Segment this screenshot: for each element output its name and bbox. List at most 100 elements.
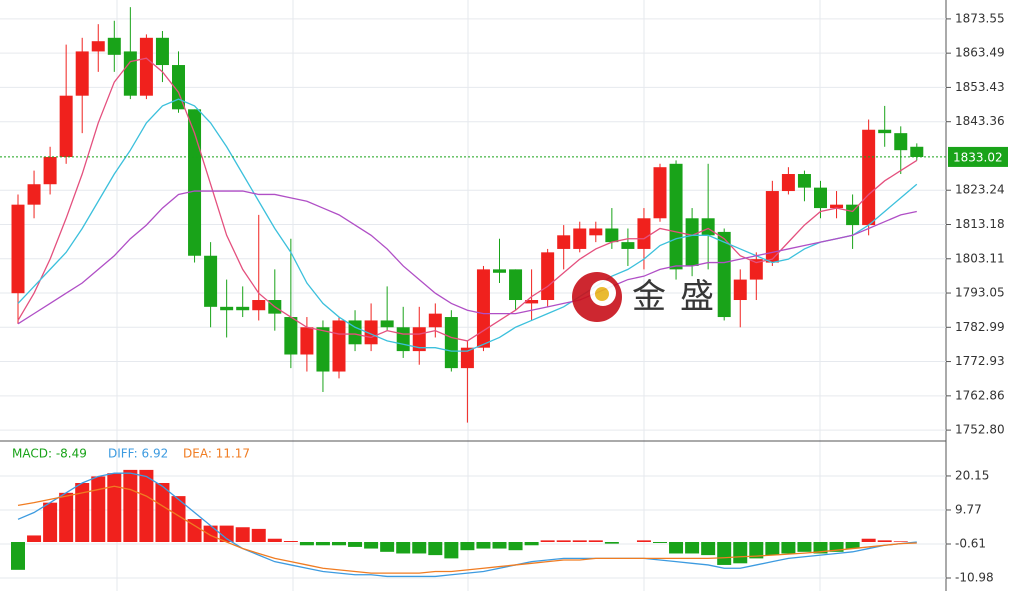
macd-bar (636, 540, 651, 542)
macd-bar (380, 542, 395, 552)
candle-body (701, 218, 715, 236)
macd-bar (749, 542, 764, 559)
macd-bar (893, 541, 908, 542)
macd-bar (267, 538, 282, 542)
macd-bar (203, 525, 218, 542)
macd-bar (588, 540, 603, 542)
macd-bar (187, 519, 202, 542)
y-tick-label: 1853.43 (955, 80, 1005, 94)
last-price-label: 1833.02 (953, 150, 1003, 164)
macd-bar (348, 542, 363, 547)
candle-body (460, 347, 474, 369)
candle-body (589, 228, 603, 236)
macd-bar (653, 542, 667, 543)
y-tick-label: 9.77 (955, 502, 982, 516)
macd-bar (332, 542, 346, 546)
candle-body (878, 129, 892, 134)
macd-bar (396, 542, 411, 554)
candle-body (396, 327, 410, 352)
y-tick-label: 1762.86 (955, 388, 1005, 402)
moving-average-line (17, 57, 918, 342)
macd-bar (845, 542, 860, 549)
macd-bar (685, 542, 700, 554)
candle-body (910, 146, 924, 157)
macd-bar (11, 542, 25, 570)
watermark-logo (595, 287, 609, 301)
macd-bar (315, 542, 330, 546)
y-tick-label: 1752.80 (955, 423, 1005, 437)
candle-body (525, 300, 539, 304)
candle-body (59, 95, 73, 157)
macd-bar (219, 525, 234, 542)
candle-body (814, 187, 827, 209)
candle-body (123, 51, 137, 96)
macd-bar (155, 483, 170, 542)
candle-body (733, 279, 747, 301)
macd-bar (75, 483, 90, 542)
candle-body (348, 320, 362, 345)
y-tick-label: 1843.36 (955, 114, 1005, 128)
macd-bar (364, 542, 379, 549)
candle-body (188, 109, 202, 256)
y-tick-label: 1863.49 (955, 46, 1005, 60)
macd-bar (412, 542, 427, 554)
candle-body (557, 235, 571, 249)
watermark-text: 金盛 (632, 278, 728, 316)
candle-body (509, 269, 523, 301)
candle-body (11, 204, 25, 294)
legend-entry: MACD: -8.49 (12, 447, 87, 461)
macd-bar (556, 540, 571, 542)
candle-body (444, 317, 458, 369)
candle-body (830, 204, 844, 209)
candle-body (380, 320, 394, 328)
macd-line (17, 472, 917, 578)
macd-bar (861, 538, 876, 542)
macd-bar (669, 542, 684, 554)
macd-bar (492, 542, 507, 549)
candle-body (605, 228, 619, 243)
macd-bar (444, 542, 459, 559)
macd-bar (813, 542, 828, 554)
y-tick-label: -10.98 (955, 570, 994, 584)
macd-bar (91, 476, 106, 542)
candle-body (717, 231, 731, 318)
moving-average-line (17, 98, 918, 352)
candle-body (894, 133, 908, 151)
macd-bar (540, 540, 555, 542)
legend-entry: DIFF: 6.92 (108, 447, 168, 461)
candle-body (252, 300, 266, 311)
candle-body (139, 37, 153, 96)
candle-body (43, 156, 57, 185)
candle-body (364, 320, 378, 345)
y-tick-label: 1823.24 (955, 183, 1005, 197)
candle-body (204, 255, 218, 307)
candle-body (155, 37, 169, 66)
y-tick-label: -0.61 (955, 536, 986, 550)
macd-bar (235, 527, 250, 542)
macd-bar (123, 469, 138, 542)
candle-body (476, 269, 490, 348)
macd-bar (829, 542, 844, 552)
candle-body (541, 252, 555, 301)
macd-bar (139, 469, 154, 542)
candle-body (428, 313, 442, 328)
candle-body (637, 218, 651, 249)
y-tick-label: 1803.11 (955, 251, 1005, 265)
watermark: 金盛 (572, 272, 728, 322)
y-tick-label: 1873.55 (955, 11, 1005, 25)
macd-bar (299, 542, 314, 546)
macd-bar (524, 542, 539, 546)
candle-body (797, 174, 811, 188)
y-tick-label: 1793.05 (955, 286, 1005, 300)
candle-body (621, 242, 635, 249)
candle-body (300, 327, 314, 355)
candle-body (236, 306, 250, 311)
macd-bar (428, 542, 443, 556)
macd-bar (43, 502, 58, 542)
macd-bar (701, 542, 716, 556)
macd-bar (877, 540, 892, 542)
candle-body (75, 51, 89, 96)
macd-bar (765, 542, 780, 556)
legend-entry: DEA: 11.17 (183, 447, 250, 461)
